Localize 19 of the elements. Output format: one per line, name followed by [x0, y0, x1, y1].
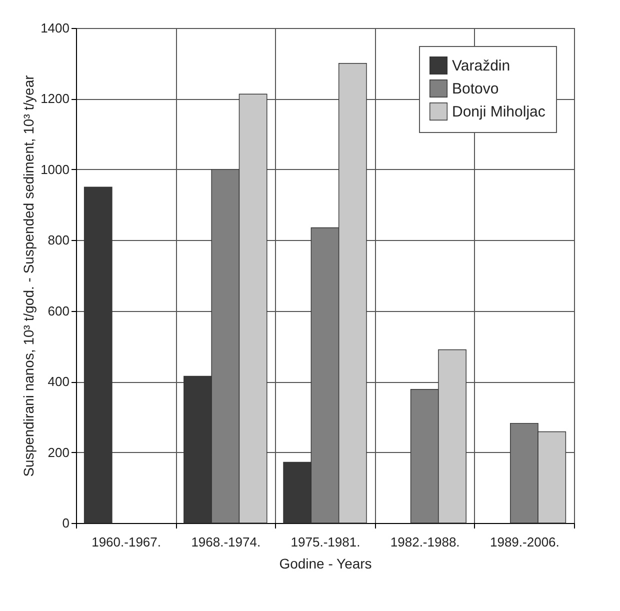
y-tick-label: 1200 [40, 91, 70, 106]
x-tick-label: 1960.-1967. [92, 534, 162, 550]
x-tick-label: 1989.-2006. [490, 534, 560, 550]
x-tick-label: 1975.-1981. [290, 534, 360, 550]
x-axis-title: Godine - Years [279, 556, 372, 572]
y-axis-title: Suspendirani nanos, 10³ t/god. - Suspended sediment, 10³ t/year [20, 74, 37, 477]
bar [84, 186, 112, 524]
y-tick-label: 0 [62, 516, 70, 530]
y-tick-label: 200 [48, 444, 70, 460]
legend-label: Botovo [452, 80, 499, 98]
y-tick-label: 1000 [40, 162, 70, 177]
y-tick-label: 1400 [40, 20, 70, 36]
legend-label: Donji Miholjac [452, 104, 546, 120]
x-tick-label: 1982.-1988. [390, 534, 460, 550]
y-tick-label: 800 [48, 232, 70, 248]
y-tick-label: 400 [48, 374, 70, 390]
x-tick-label: 1968.-1974. [191, 534, 261, 550]
legend-label: Varaždin [452, 58, 510, 74]
y-tick-label: 600 [48, 303, 70, 318]
